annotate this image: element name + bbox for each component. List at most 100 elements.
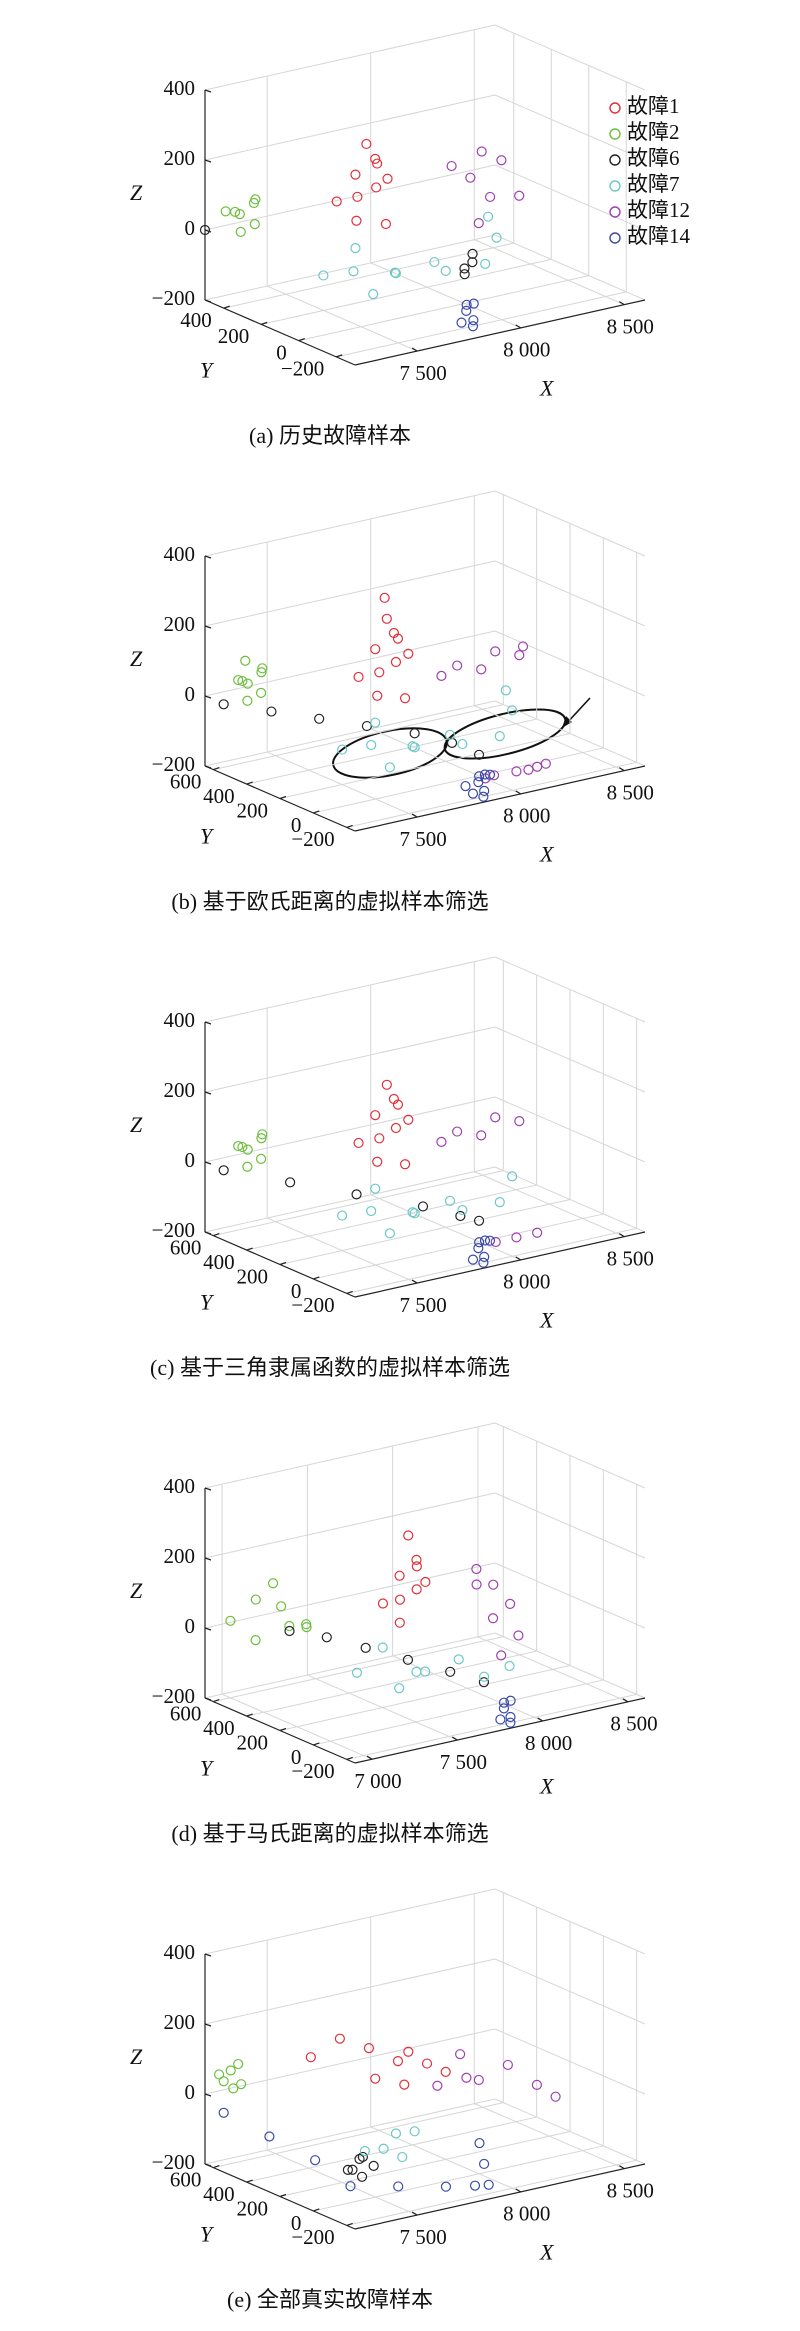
- data-point: [378, 2143, 389, 2154]
- data-point: [388, 627, 400, 639]
- tick-mark: [346, 1290, 353, 1294]
- data-point: [473, 1215, 485, 1226]
- z-tick-label: 400: [164, 1940, 196, 1964]
- grid-line: [213, 1636, 504, 1703]
- data-point: [372, 158, 383, 169]
- tick-mark: [411, 347, 418, 352]
- data-point: [471, 1563, 482, 1575]
- data-point: [370, 1183, 381, 1194]
- grid-line: [204, 700, 496, 767]
- data-point: [377, 1642, 388, 1653]
- data-point: [440, 265, 451, 276]
- tick-mark: [279, 1727, 287, 1732]
- grid-line: [204, 2028, 496, 2095]
- data-point: [218, 699, 229, 710]
- legend-label: 故障2: [627, 120, 680, 144]
- data-point: [487, 1613, 499, 1624]
- data-point: [500, 685, 511, 696]
- data-point: [394, 1570, 405, 1581]
- y-tick-label: 400: [203, 1250, 235, 1274]
- data-point: [366, 739, 377, 751]
- tick-mark: [204, 1161, 212, 1165]
- tick-mark: [213, 1233, 220, 1237]
- tick-mark: [313, 810, 320, 814]
- data-point: [236, 2079, 247, 2090]
- tick-mark: [313, 1742, 320, 1746]
- grid-line: [313, 1679, 604, 1746]
- data-point: [457, 738, 468, 750]
- x-tick-label: 8 000: [503, 1270, 550, 1294]
- data-point: [511, 766, 522, 777]
- legend-marker: [609, 128, 621, 140]
- grid-line: [313, 1213, 604, 1280]
- data-point: [479, 769, 491, 780]
- data-point: [353, 1137, 364, 1149]
- data-point: [476, 664, 487, 675]
- data-point: [371, 182, 382, 193]
- data-point: [361, 720, 373, 732]
- x-tick-label: 8 000: [503, 2202, 550, 2226]
- grid-line: [213, 1170, 504, 1237]
- tick-mark: [411, 813, 418, 818]
- tick-mark: [204, 765, 212, 769]
- data-point: [436, 670, 447, 681]
- data-point: [540, 758, 551, 769]
- data-point: [465, 172, 476, 183]
- y-tick-label: 200: [237, 2196, 269, 2220]
- z-tick-label: 200: [164, 1078, 196, 1102]
- data-point: [436, 1136, 447, 1147]
- data-point: [498, 1703, 510, 1714]
- data-point: [384, 1228, 395, 1239]
- grid-line: [279, 2131, 571, 2197]
- z-tick-label: 0: [185, 2080, 196, 2104]
- data-point: [490, 646, 501, 657]
- z-axis-label: Z: [130, 1112, 143, 1137]
- data-point: [494, 731, 505, 742]
- data-point: [350, 169, 361, 180]
- data-point: [218, 2076, 229, 2087]
- data-point: [377, 1598, 389, 1609]
- tick-mark: [204, 89, 212, 93]
- caption: (a) 历史故障样本: [249, 423, 411, 448]
- data-point: [301, 1619, 312, 1630]
- data-point: [446, 160, 457, 172]
- grid-line: [494, 24, 646, 91]
- data-point: [460, 780, 471, 792]
- data-point: [382, 173, 393, 184]
- data-point: [399, 2079, 410, 2090]
- data-point: [514, 650, 525, 661]
- legend-marker: [609, 154, 621, 166]
- tick-mark: [279, 1261, 287, 1266]
- grid-line: [246, 1184, 537, 1251]
- data-point: [471, 1579, 482, 1590]
- data-point: [479, 1251, 490, 1262]
- data-point: [285, 1177, 296, 1188]
- tick-mark: [204, 1091, 212, 1095]
- legend-marker: [609, 232, 621, 244]
- data-point: [532, 1227, 543, 1238]
- y-tick-label: 0: [291, 813, 302, 837]
- tick-mark: [336, 354, 343, 358]
- x-tick-label: 7 500: [400, 361, 447, 385]
- y-tick-label: 600: [170, 1701, 202, 1725]
- data-point: [276, 1601, 287, 1612]
- data-point: [505, 1711, 516, 1723]
- data-point: [233, 674, 244, 686]
- grid-line: [204, 1888, 496, 1955]
- grid-line: [346, 1693, 637, 1760]
- y-tick-label: −200: [291, 2225, 334, 2249]
- data-point: [444, 729, 456, 740]
- data-point: [237, 675, 248, 687]
- grid-line: [246, 1650, 537, 1717]
- tick-mark: [246, 781, 253, 785]
- data-point: [407, 741, 418, 752]
- tick-mark: [298, 338, 305, 342]
- tick-mark: [618, 2165, 625, 2170]
- data-point: [494, 1197, 505, 1208]
- y-tick-label: 400: [180, 308, 212, 332]
- data-point: [284, 1625, 295, 1637]
- grid-line: [370, 262, 521, 329]
- z-tick-label: 0: [185, 1614, 196, 1638]
- data-point: [468, 298, 479, 309]
- z-tick-label: −200: [152, 752, 195, 776]
